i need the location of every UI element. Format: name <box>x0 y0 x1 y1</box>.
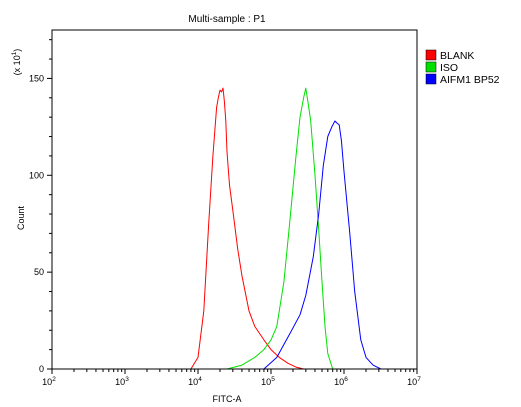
x-axis-label: FITC-A <box>213 394 242 404</box>
legend-swatch <box>425 61 437 73</box>
legend-swatch <box>425 49 437 61</box>
x-tick-label: 103 <box>115 376 129 387</box>
series-curves <box>190 87 382 370</box>
y-tick-label: 100 <box>29 170 44 180</box>
y-multiplier-label: (x 101) <box>11 49 22 76</box>
axis-ticks: 102 103 104 105 106 107 0 50 100 150 <box>29 39 421 387</box>
x-tick-label: 105 <box>261 376 275 387</box>
series-line-aifm1-bp52 <box>263 120 382 370</box>
chart-title: Multi-sample : P1 <box>188 14 266 25</box>
legend-label: AIFM1 BP52 <box>440 74 500 86</box>
x-tick-label: 102 <box>42 376 56 387</box>
x-tick-label: 106 <box>334 376 348 387</box>
x-tick-label: 107 <box>407 376 421 387</box>
legend-label: BLANK <box>440 50 474 62</box>
x-tick-label: 104 <box>188 376 202 387</box>
svg-text:(x 101): (x 101) <box>11 49 22 76</box>
y-tick-label: 0 <box>39 364 44 374</box>
series-line-blank <box>190 87 304 370</box>
series-line-iso <box>226 87 334 370</box>
y-axis-label: Count <box>16 206 26 231</box>
legend-label: ISO <box>440 62 458 74</box>
legend-swatch <box>425 73 437 85</box>
y-tick-label: 150 <box>29 73 44 83</box>
plot-frame <box>51 29 418 370</box>
y-tick-label: 50 <box>34 267 44 277</box>
